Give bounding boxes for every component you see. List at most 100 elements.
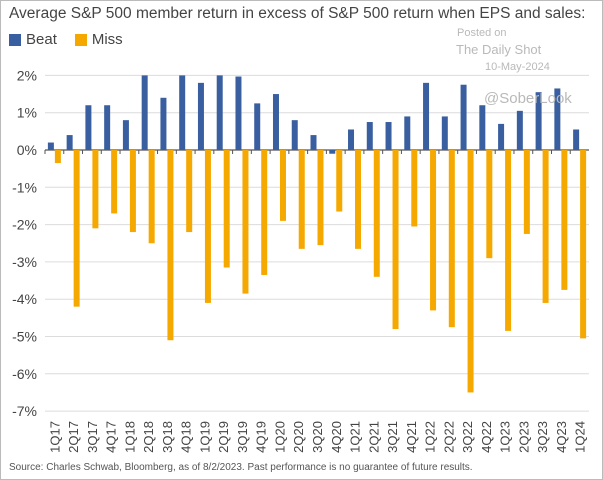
y-tick-label: 0% xyxy=(17,142,37,158)
bar-beat xyxy=(141,75,148,150)
bar-miss xyxy=(448,150,455,328)
x-tick-label: 3Q20 xyxy=(310,421,325,453)
bar-miss xyxy=(355,150,362,249)
bar-miss xyxy=(223,150,230,268)
legend-label-miss: Miss xyxy=(91,31,123,48)
bar-beat xyxy=(479,105,486,150)
x-tick-label: 2Q23 xyxy=(516,421,531,453)
bar-beat xyxy=(441,116,448,150)
bar-miss xyxy=(54,150,61,164)
x-tick-label: 1Q20 xyxy=(272,421,287,453)
x-tick-label: 3Q17 xyxy=(85,421,100,453)
watermark-date: 10-May-2024 xyxy=(485,61,550,73)
bar-beat xyxy=(160,97,167,150)
x-tick-label: 3Q23 xyxy=(535,421,550,453)
bar-beat xyxy=(348,129,355,150)
bar-miss xyxy=(561,150,568,290)
x-tick-label: 3Q21 xyxy=(385,421,400,453)
bar-beat xyxy=(47,142,54,150)
x-tick-label: 3Q19 xyxy=(235,421,250,453)
bar-miss xyxy=(542,150,549,303)
bar-beat xyxy=(460,84,467,150)
bar-beat xyxy=(197,82,204,150)
x-tick-label: 1Q17 xyxy=(47,421,62,453)
bar-beat xyxy=(404,116,411,150)
bar-miss xyxy=(392,150,399,330)
x-tick-label: 4Q18 xyxy=(179,421,194,453)
x-tick-label: 4Q23 xyxy=(554,421,569,453)
bar-miss xyxy=(242,150,249,294)
x-tick-label: 1Q24 xyxy=(573,421,588,453)
x-tick-label: 1Q18 xyxy=(122,421,137,453)
bar-beat xyxy=(272,94,279,150)
bar-beat xyxy=(554,88,561,150)
watermark-brand: The Daily Shot xyxy=(456,42,542,57)
bar-miss xyxy=(317,150,324,246)
y-tick-label: 2% xyxy=(17,67,37,83)
bar-beat xyxy=(216,75,223,150)
bar-miss xyxy=(505,150,512,331)
x-tick-label: 3Q18 xyxy=(160,421,175,453)
bar-beat xyxy=(85,105,92,150)
bar-miss xyxy=(92,150,99,229)
y-tick-label: -2% xyxy=(12,217,37,233)
bar-miss xyxy=(186,150,193,233)
source-note: Source: Charles Schwab, Bloomberg, as of… xyxy=(9,462,473,473)
watermark-posted: Posted on xyxy=(457,27,507,39)
y-tick-label: -6% xyxy=(12,366,37,382)
y-tick-label: 1% xyxy=(17,105,37,121)
bar-miss xyxy=(523,150,530,234)
chart-title: Average S&P 500 member return in excess … xyxy=(9,5,586,22)
bar-miss xyxy=(111,150,118,214)
x-tick-label: 1Q23 xyxy=(498,421,513,453)
bar-miss xyxy=(298,150,305,249)
bar-miss xyxy=(486,150,493,259)
bar-miss xyxy=(580,150,587,339)
legend-item-beat: Beat xyxy=(9,31,57,48)
x-tick-label: 2Q18 xyxy=(141,421,156,453)
y-tick-label: -7% xyxy=(12,403,37,419)
x-tick-label: 2Q19 xyxy=(216,421,231,453)
x-tick-label: 1Q21 xyxy=(348,421,363,453)
x-tick-label: 1Q19 xyxy=(197,421,212,453)
x-tick-label: 4Q20 xyxy=(329,421,344,453)
bar-beat xyxy=(498,123,505,150)
bar-miss xyxy=(336,150,343,212)
x-tick-label: 2Q22 xyxy=(441,421,456,453)
bar-miss xyxy=(411,150,418,227)
legend: Beat Miss xyxy=(9,31,123,48)
bar-beat xyxy=(254,103,261,150)
x-tick-label: 3Q22 xyxy=(460,421,475,453)
bar-beat xyxy=(291,120,298,150)
x-tick-label: 2Q17 xyxy=(66,421,81,453)
bar-beat xyxy=(104,105,111,150)
bar-beat xyxy=(310,135,317,150)
bar-beat xyxy=(329,150,336,154)
bar-beat xyxy=(573,129,580,150)
bar-beat xyxy=(179,75,186,150)
x-tick-label: 4Q22 xyxy=(479,421,494,453)
legend-item-miss: Miss xyxy=(74,31,123,48)
x-tick-label: 4Q19 xyxy=(254,421,269,453)
bar-beat xyxy=(385,122,392,150)
legend-swatch-beat xyxy=(9,33,21,46)
bar-beat xyxy=(66,135,73,150)
bar-miss xyxy=(204,150,211,303)
bar-miss xyxy=(430,150,437,311)
legend-label-beat: Beat xyxy=(26,31,57,48)
bar-miss xyxy=(261,150,268,275)
legend-swatch-miss xyxy=(74,33,87,46)
bar-miss xyxy=(373,150,380,277)
bar-miss xyxy=(148,150,155,244)
bar-beat xyxy=(516,110,523,150)
bar-miss xyxy=(73,150,80,307)
bar-beat xyxy=(423,82,430,150)
bar-beat xyxy=(535,92,542,150)
bar-miss xyxy=(129,150,136,233)
bar-beat xyxy=(235,76,242,150)
bar-miss xyxy=(167,150,174,341)
x-tick-label: 4Q21 xyxy=(404,421,419,453)
y-tick-label: -5% xyxy=(12,329,37,345)
